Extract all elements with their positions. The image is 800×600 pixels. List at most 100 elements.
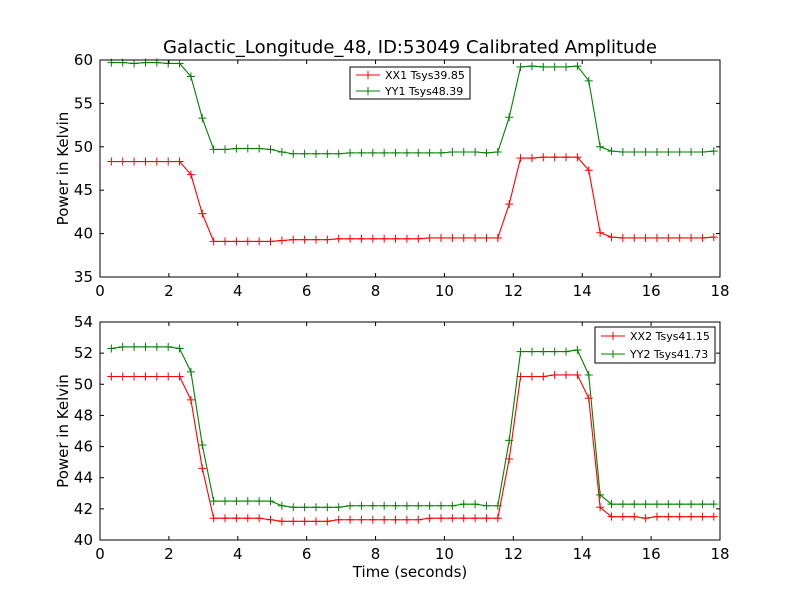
x-axis-label: Time (seconds) [352,563,468,581]
data-point [209,514,218,523]
data-point [516,347,525,356]
data-point [186,170,195,179]
x-tick-label: 18 [710,545,729,563]
data-point [221,145,230,154]
data-point [334,234,343,243]
y-tick-label: 60 [74,51,93,69]
data-point [414,501,423,510]
data-point [391,148,400,157]
data-point [130,59,139,68]
legend-swatch-marker [364,71,372,79]
data-point [698,512,707,521]
data-point [311,517,320,526]
legend-entry: YY2 Tsys41.73 [629,348,708,361]
data-point [482,233,491,242]
data-point [232,514,241,523]
data-point [311,235,320,244]
data-point [482,514,491,523]
y-tick-label: 40 [74,531,93,549]
data-point [277,148,286,157]
data-point [698,233,707,242]
data-point [414,234,423,243]
legend-entry: XX2 Tsys41.15 [630,330,710,343]
x-tick-label: 2 [164,545,174,563]
data-point [346,501,355,510]
data-point [232,237,241,246]
y-tick-label: 44 [74,469,93,487]
data-point [141,342,150,351]
legend-box [349,66,471,100]
top-subplot: 0 2 4 6 8 10 12 14 16 18 35 40 45 50 55 60 Power in Kelv… [54,51,730,300]
data-point [516,154,525,163]
data-point [311,503,320,512]
data-point [289,517,298,526]
data-point [618,500,627,509]
data-point [641,500,650,509]
data-point [357,234,366,243]
y-tick-label: 46 [74,438,93,456]
data-point [300,235,309,244]
data-point [198,114,207,123]
data-point [266,515,275,524]
data-point [380,501,389,510]
x-tick-label: 0 [95,282,105,300]
data-point [221,237,230,246]
data-point [380,148,389,157]
data-point [198,441,207,450]
data-point [346,234,355,243]
data-point [493,501,502,510]
data-point [380,234,389,243]
axes-frame [99,59,721,278]
figure-title: Galactic_Longitude_48, ID:53049 Calibrat… [163,37,657,58]
data-point [141,157,150,166]
data-point [107,372,116,381]
data-point [391,501,400,510]
y-tick-label: 40 [74,225,93,243]
data-point [186,367,195,376]
y-tick-label: 45 [74,181,93,199]
data-point [459,233,468,242]
data-point [448,501,457,510]
y-tick-label: 42 [74,500,93,518]
data-point [527,347,536,356]
data-point [402,501,411,510]
data-point [596,142,605,151]
data-point [527,62,536,71]
data-point [550,370,559,379]
legend-swatch-marker [609,350,617,358]
data-point [630,500,639,509]
data-point [186,72,195,81]
data-point [152,342,161,351]
data-point [630,512,639,521]
data-point [618,148,627,157]
data-point [175,157,184,166]
legend: XX1 Tsys39.85 YY1 Tsys48.39 [349,66,471,100]
data-point [482,501,491,510]
data-point [368,148,377,157]
data-point [607,500,616,509]
x-tick-label: 8 [371,545,381,563]
data-point [334,503,343,512]
data-point [232,144,241,153]
data-point [630,148,639,157]
data-point [641,148,650,157]
data-point [664,148,673,157]
data-point [539,62,548,71]
data-point [334,149,343,158]
data-point [687,512,696,521]
data-point [664,500,673,509]
data-point [493,233,502,242]
x-tick-label: 4 [233,545,243,563]
data-point [448,514,457,523]
data-point [107,344,116,353]
legend: XX2 Tsys41.15 YY2 Tsys41.73 [594,326,716,364]
data-point [448,233,457,242]
data-point [505,436,514,445]
data-point [255,144,264,153]
data-point [289,235,298,244]
data-point [402,234,411,243]
data-point [505,200,514,209]
x-tick-label: 14 [573,545,592,563]
data-point [437,501,445,510]
